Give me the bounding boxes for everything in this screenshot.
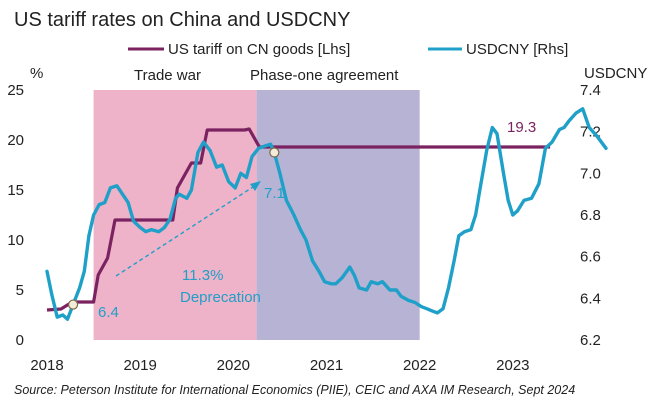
annotation-percent: 11.3% xyxy=(182,267,223,284)
right-tick-label: 6.8 xyxy=(580,207,601,224)
left-axis-unit: % xyxy=(30,65,43,82)
x-tick-label: 2019 xyxy=(123,357,156,374)
x-axis-ticks: 2018 2019 2020 2021 2022 2023 xyxy=(30,357,529,374)
depreciation-arrow xyxy=(115,181,261,277)
source-note: Source: Peterson Institute for Internati… xyxy=(14,383,575,397)
chart-title: US tariff rates on China and USDCNY xyxy=(14,9,350,31)
annotation-tariff-level: 19.3 xyxy=(507,119,536,136)
right-tick-label: 6.4 xyxy=(580,290,601,307)
usdcny-marker-high xyxy=(269,147,280,158)
right-tick-label: 6.2 xyxy=(580,332,601,349)
left-tick-label: 25 xyxy=(7,82,24,99)
x-tick-label: 2021 xyxy=(310,357,343,374)
right-axis-ticks: 6.26.46.66.87.07.27.4 xyxy=(580,82,601,349)
left-tick-label: 15 xyxy=(7,182,24,199)
x-tick-label: 2022 xyxy=(403,357,436,374)
depreciation-arrowhead xyxy=(250,181,261,191)
right-tick-label: 6.6 xyxy=(580,249,601,266)
x-tick-label: 2023 xyxy=(496,357,529,374)
right-tick-label: 7.4 xyxy=(580,82,601,99)
legend: US tariff on CN goods [Lhs] USDCNY [Rhs] xyxy=(128,41,568,58)
right-axis-unit: USDCNY xyxy=(584,65,647,82)
left-tick-label: 0 xyxy=(16,332,24,349)
phase-one-band xyxy=(256,90,420,340)
left-tick-label: 10 xyxy=(7,232,24,249)
legend-label-usdcny: USDCNY [Rhs] xyxy=(466,41,568,58)
right-tick-label: 7.0 xyxy=(580,165,601,182)
left-tick-label: 20 xyxy=(7,132,24,149)
phase-one-label: Phase-one agreement xyxy=(250,67,399,84)
legend-label-tariff: US tariff on CN goods [Lhs] xyxy=(168,41,350,58)
trade-war-label: Trade war xyxy=(134,67,201,84)
annotation-high-value: 7.1 xyxy=(264,185,285,202)
left-tick-label: 5 xyxy=(16,282,24,299)
usdcny-line xyxy=(45,107,608,321)
usdcny-marker-low xyxy=(67,299,79,310)
x-tick-label: 2020 xyxy=(217,357,250,374)
x-tick-label: 2018 xyxy=(30,357,63,374)
left-axis-ticks: 0 5 10 15 20 25 xyxy=(7,82,24,349)
annotation-deprecation: Deprecation xyxy=(180,289,261,306)
annotation-low-value: 6.4 xyxy=(98,304,119,321)
